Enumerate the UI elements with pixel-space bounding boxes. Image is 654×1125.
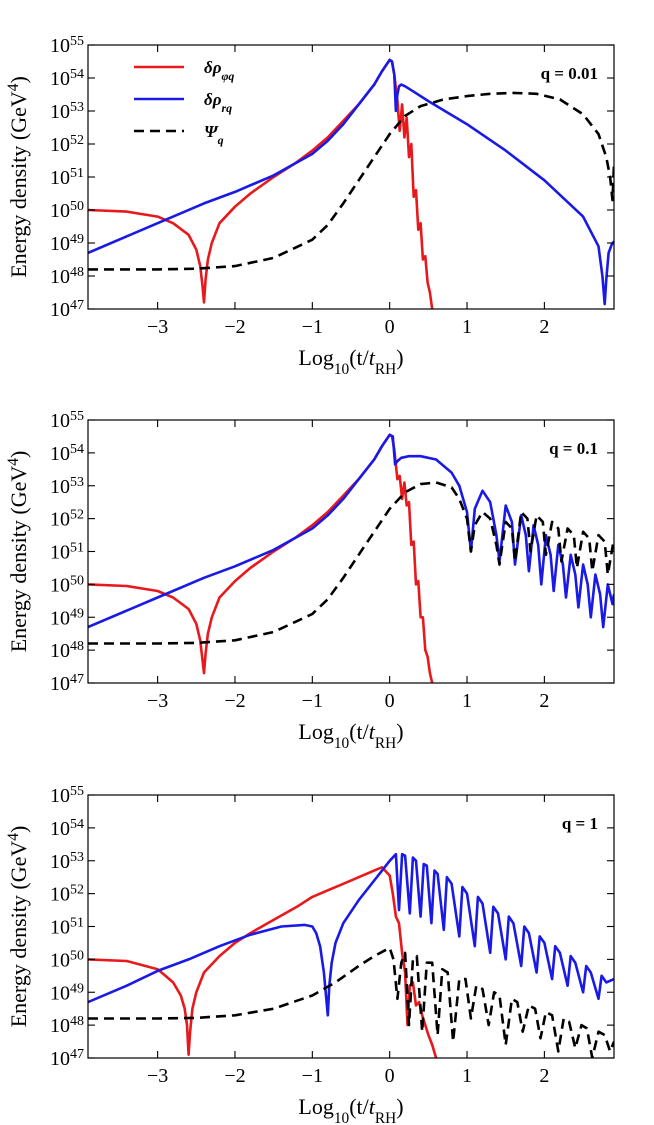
y-tick-label: 1051 bbox=[50, 166, 84, 190]
y-tick-label: 1050 bbox=[50, 199, 84, 223]
series-line-3 bbox=[88, 946, 614, 1058]
y-tick-label: 1052 bbox=[50, 882, 84, 906]
series-line-1 bbox=[88, 433, 434, 683]
series-line-3 bbox=[88, 481, 614, 645]
y-tick-label: 1053 bbox=[50, 474, 84, 498]
series-line-1 bbox=[88, 866, 438, 1058]
y-tick-label: 1051 bbox=[50, 540, 84, 564]
x-axis-label: Log10(t/tRH) bbox=[298, 719, 403, 752]
y-tick-label: 1055 bbox=[50, 409, 84, 433]
y-axis-label: Energy density (GeV4) bbox=[5, 451, 32, 653]
x-axis-label: Log10(t/tRH) bbox=[298, 1094, 403, 1125]
legend-label: δρφq bbox=[204, 58, 234, 83]
x-tick-label: −2 bbox=[224, 316, 245, 338]
y-tick-label: 1055 bbox=[50, 34, 84, 58]
y-tick-label: 1052 bbox=[50, 133, 84, 157]
series-line-2 bbox=[88, 852, 614, 1017]
plot-frame bbox=[87, 794, 615, 1059]
y-tick-label: 1055 bbox=[50, 784, 84, 808]
y-tick-label: 1047 bbox=[50, 1047, 84, 1071]
y-tick-label: 1054 bbox=[50, 816, 84, 840]
x-tick-label: −1 bbox=[302, 1065, 323, 1087]
q-annotation: q = 1 bbox=[562, 814, 598, 833]
y-tick-label: 1048 bbox=[50, 639, 84, 663]
y-tick-label: 1050 bbox=[50, 948, 84, 972]
q-annotation: q = 0.01 bbox=[541, 64, 598, 83]
y-tick-label: 1050 bbox=[50, 573, 84, 597]
legend: δρφq δρrq Ψq bbox=[134, 58, 234, 147]
y-tick-label: 1053 bbox=[50, 100, 84, 124]
y-axis-label: Energy density (GeV4) bbox=[5, 826, 32, 1028]
x-tick-label: −3 bbox=[147, 690, 168, 712]
chart-panel-1: −3 −2 −1 0 1 2 1047 1048 1049 1050 1051 1052 1053 105… bbox=[5, 34, 615, 378]
plot-frame bbox=[87, 419, 615, 684]
x-tick-label: 1 bbox=[462, 316, 472, 338]
legend-label: Ψq bbox=[204, 122, 224, 147]
x-tick-label: 0 bbox=[385, 316, 395, 338]
series-line-3 bbox=[88, 91, 614, 271]
y-tick-label: 1049 bbox=[50, 981, 84, 1005]
x-tick-label: 0 bbox=[385, 1065, 395, 1087]
y-tick-label: 1049 bbox=[50, 606, 84, 630]
chart-panel-2: −3 −2 −1 0 1 2 1047 1048 1049 1050 1051 1052 1053 105… bbox=[5, 409, 615, 752]
y-tick-label: 1048 bbox=[50, 265, 84, 289]
y-tick-label: 1049 bbox=[50, 232, 84, 256]
x-tick-label: −3 bbox=[147, 316, 168, 338]
x-tick-label: 0 bbox=[385, 690, 395, 712]
legend-label: δρrq bbox=[204, 90, 232, 115]
x-tick-label: −2 bbox=[224, 690, 245, 712]
x-axis-label: Log10(t/tRH) bbox=[298, 345, 403, 378]
y-tick-label: 1054 bbox=[50, 67, 84, 91]
y-tick-label: 1047 bbox=[50, 672, 84, 696]
q-annotation: q = 0.1 bbox=[549, 439, 598, 458]
y-tick-label: 1054 bbox=[50, 441, 84, 465]
y-tick-label: 1053 bbox=[50, 849, 84, 873]
x-tick-label: 1 bbox=[462, 690, 472, 712]
x-tick-label: 2 bbox=[539, 1065, 549, 1087]
x-tick-label: −2 bbox=[224, 1065, 245, 1087]
x-tick-label: 1 bbox=[462, 1065, 472, 1087]
x-tick-label: −1 bbox=[302, 316, 323, 338]
y-axis-label: Energy density (GeV4) bbox=[5, 76, 32, 278]
x-tick-label: 2 bbox=[539, 316, 549, 338]
y-tick-label: 1047 bbox=[50, 298, 84, 322]
series-line-1 bbox=[88, 58, 434, 309]
y-tick-label: 1052 bbox=[50, 507, 84, 531]
x-tick-label: −3 bbox=[147, 1065, 168, 1087]
y-tick-label: 1048 bbox=[50, 1014, 84, 1038]
series-line-2 bbox=[88, 433, 614, 629]
chart-panel-3: −3 −2 −1 0 1 2 1047 1048 1049 1050 1051 1052 1053 105… bbox=[5, 784, 615, 1125]
y-tick-label: 1051 bbox=[50, 915, 84, 939]
x-tick-label: 2 bbox=[539, 690, 549, 712]
plot-frame bbox=[87, 44, 615, 310]
series-line-2 bbox=[88, 58, 614, 306]
x-tick-label: −1 bbox=[302, 690, 323, 712]
